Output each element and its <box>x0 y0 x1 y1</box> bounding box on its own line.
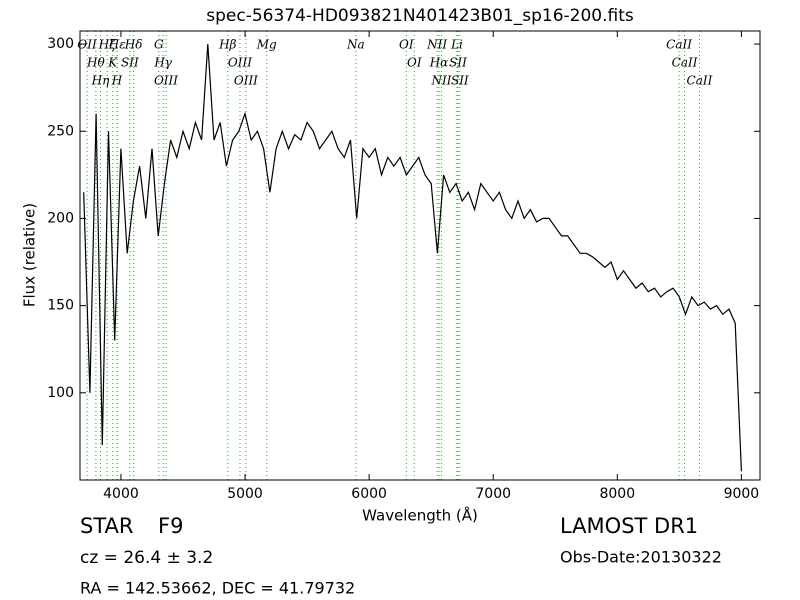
plot-frame <box>79 30 761 481</box>
spectrum-line <box>83 44 742 472</box>
y-tick-label: 300 <box>47 36 74 52</box>
class: STAR <box>80 514 133 538</box>
redshift: cz = 26.4 ± 3.2 <box>80 548 213 568</box>
x-tick-label: 5000 <box>227 486 263 502</box>
x-tick-label: 6000 <box>351 486 387 502</box>
spectral-line-label: OIII <box>228 56 252 70</box>
spectral-line-label: SII <box>121 56 139 70</box>
spectral-line-label: K <box>107 56 118 70</box>
y-tick-label: 250 <box>47 123 74 139</box>
x-tick-label: 8000 <box>599 486 635 502</box>
survey: LAMOST DR1 <box>560 514 698 538</box>
chart-title: spec-56374-HD093821N401423B01_sp16-200.f… <box>206 6 634 26</box>
spectral-line-label: CaII <box>687 74 713 88</box>
spectral-line-label: SII <box>449 56 467 70</box>
spectral-line-label: Hθ <box>86 56 105 70</box>
spectral-line-label: Hγ <box>153 56 172 70</box>
spectral-line-label: Li <box>450 38 463 52</box>
x-tick-label: 7000 <box>475 486 511 502</box>
spectral-line-label: Hβ <box>218 38 236 52</box>
spectral-line-label: SII <box>451 74 469 88</box>
y-axis-label: Flux (relative) <box>21 203 39 307</box>
spectral-line-label: NII <box>430 74 451 88</box>
spectral-line-label: Na <box>346 38 365 52</box>
spectral-line-label: Mg <box>256 38 277 52</box>
spectral-line-label: Hη <box>91 74 110 88</box>
y-tick-label: 100 <box>47 385 74 401</box>
plot-area <box>83 31 742 480</box>
spectral-line-label: CaII <box>666 38 692 52</box>
spectral-line-label: Hζ <box>98 38 117 52</box>
x-axis-label: Wavelength (Å) <box>362 506 478 525</box>
spectral-line-label: G <box>154 38 164 52</box>
spectral-line-label: H <box>111 74 123 88</box>
subclass: F9 <box>158 514 183 538</box>
obs-date: Obs-Date:20130322 <box>560 548 722 567</box>
spectral-line-label: OI <box>407 56 422 70</box>
spectral-line-label: OIII <box>154 74 178 88</box>
spectral-line-label: CaII <box>672 56 698 70</box>
spectral-line-label: OI <box>399 38 414 52</box>
spectral-line-label: Hε <box>108 38 126 52</box>
x-tick-label: 4000 <box>103 486 139 502</box>
y-tick-label: 150 <box>47 298 74 314</box>
coords: RA = 142.53662, DEC = 41.79732 <box>80 579 355 598</box>
spectral-line-label: Hδ <box>124 38 143 52</box>
y-tick-label: 200 <box>47 210 74 226</box>
spectral-line-label: NII <box>426 38 447 52</box>
spectral-line-label: Hα <box>429 56 449 70</box>
spectral-line-label: OIII <box>234 74 258 88</box>
x-tick-label: 9000 <box>724 486 760 502</box>
spectral-line-label: OII <box>77 38 97 52</box>
